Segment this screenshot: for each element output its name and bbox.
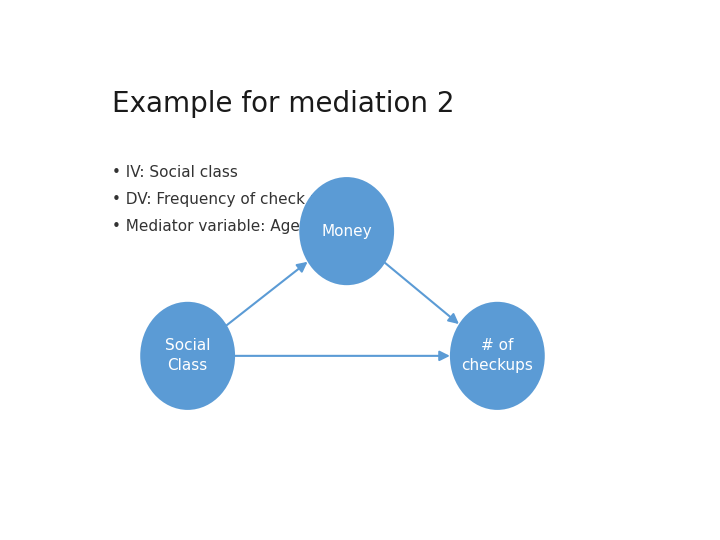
Text: • IV: Social class: • IV: Social class <box>112 165 238 180</box>
Ellipse shape <box>450 302 545 410</box>
Text: Money: Money <box>321 224 372 239</box>
Ellipse shape <box>300 177 394 285</box>
Text: • DV: Frequency of check up: • DV: Frequency of check up <box>112 192 330 207</box>
Ellipse shape <box>140 302 235 410</box>
Text: # of
checkups: # of checkups <box>462 339 534 373</box>
Text: Example for mediation 2: Example for mediation 2 <box>112 90 455 118</box>
Text: • Mediator variable: Age, money: • Mediator variable: Age, money <box>112 219 362 234</box>
Text: Social
Class: Social Class <box>165 339 210 373</box>
